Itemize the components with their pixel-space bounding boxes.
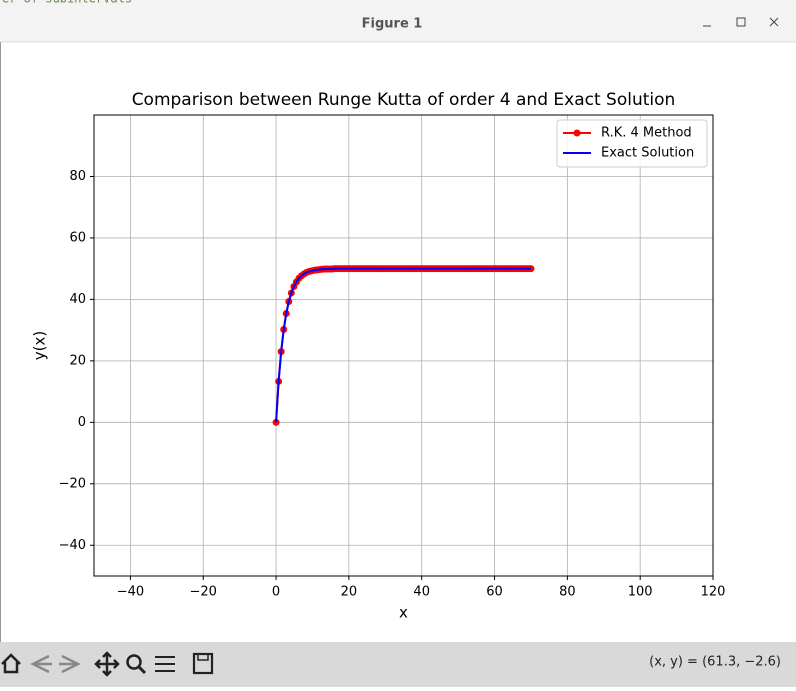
forward-button[interactable]: [59, 654, 81, 674]
series-line: [275, 267, 531, 423]
maximize-button[interactable]: [736, 17, 746, 27]
zoom-handle: [137, 665, 147, 675]
legend-label: Exact Solution: [601, 146, 694, 161]
save-icon-detail: [197, 653, 209, 661]
x-tick-label: 0: [272, 585, 280, 600]
terminal-text: er of subintervals: [2, 0, 132, 6]
toolbar: [0, 642, 796, 687]
y-tick-label: 20: [69, 353, 86, 368]
legend-label: R.K. 4 Method: [601, 126, 692, 141]
window-title: Figure 1: [362, 17, 423, 32]
chart-title: Comparison between Runge Kutta of order …: [132, 90, 676, 110]
status-text: (x, y) = (61.3, −2.6): [649, 655, 781, 670]
x-tick-label: 60: [486, 585, 503, 600]
y-tick-label: 0: [78, 415, 86, 430]
data-point: [527, 265, 535, 273]
x-tick-label: 120: [701, 585, 726, 600]
x-tick-label: 20: [341, 585, 358, 600]
legend-box: [556, 119, 708, 168]
y-tick-label: 40: [69, 292, 86, 307]
x-tick-label: 80: [559, 585, 576, 600]
x-tick-label: −20: [190, 585, 217, 600]
home-button[interactable]: [1, 653, 21, 674]
x-tick-label: 40: [413, 585, 430, 600]
plot-frame: [93, 114, 714, 577]
y-tick-label: 60: [69, 230, 86, 245]
x-tick-label: −40: [117, 585, 144, 600]
y-axis-label: y(x): [31, 331, 49, 360]
pan-button[interactable]: [94, 651, 120, 677]
close-button[interactable]: [769, 17, 779, 27]
data-point: [272, 418, 280, 426]
legend-marker: [573, 129, 581, 137]
y-tick-label: 80: [69, 169, 86, 184]
configure-button[interactable]: [155, 656, 175, 672]
back-button[interactable]: [30, 654, 52, 674]
series-line: [275, 267, 531, 423]
x-axis-label: x: [399, 604, 408, 622]
y-tick-label: −40: [59, 538, 86, 553]
title-bar: [0, 0, 796, 42]
x-tick-label: 100: [628, 585, 653, 600]
zoom-button[interactable]: [126, 654, 142, 670]
y-tick-label: −20: [59, 476, 86, 491]
